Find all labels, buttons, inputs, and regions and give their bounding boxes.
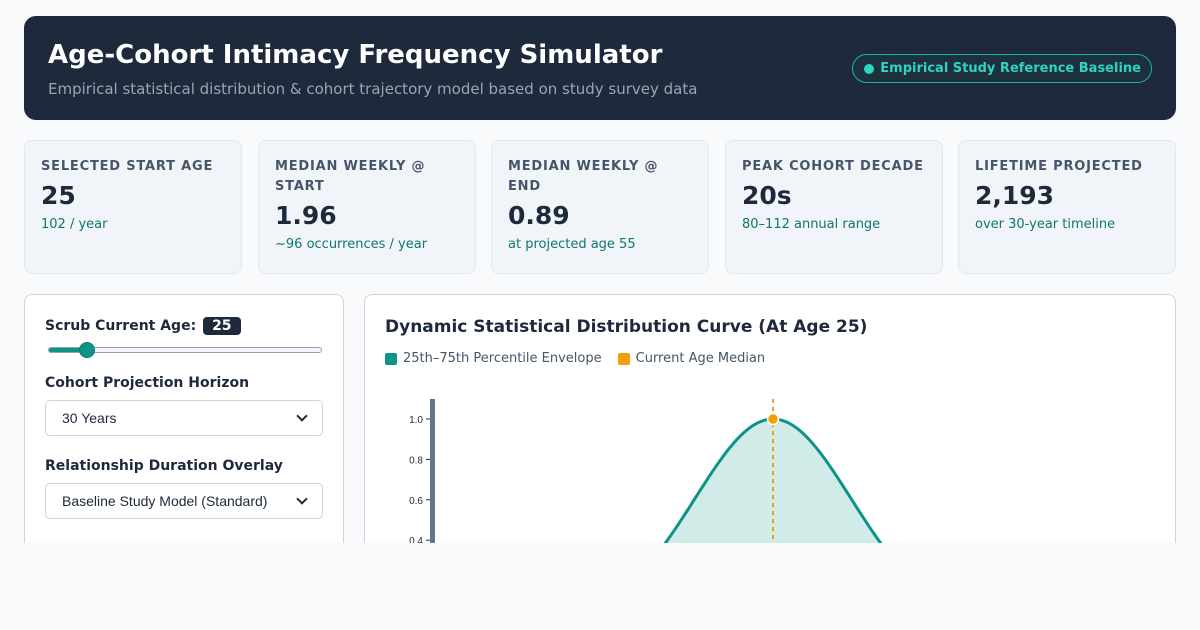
overlay-select[interactable]: Baseline Study Model (Standard) [45, 483, 323, 519]
legend-item-envelope: 25th–75th Percentile Envelope [385, 351, 602, 366]
stat-card-sub: at projected age 55 [508, 237, 636, 252]
y-tick-label: 0.6 [409, 496, 423, 507]
stat-card-start-age: Selected Start Age 25 102 / year [24, 140, 242, 274]
age-scrubber-label-text: Scrub Current Age: [45, 318, 197, 334]
stat-card-value: 2,193 [975, 181, 1055, 210]
age-slider-fill [49, 348, 88, 352]
stat-card-label: Median Weekly @ Start [275, 159, 426, 194]
stat-card-median-start: Median Weekly @ Start 1.96 ~96 occurrenc… [258, 140, 476, 274]
overlay-select-value: Baseline Study Model (Standard) [62, 493, 268, 509]
page-subtitle: Empirical statistical distribution & coh… [48, 80, 698, 98]
y-axis [430, 399, 435, 555]
stat-card-label: Lifetime Projected [975, 159, 1143, 174]
y-tick-label: 1.0 [409, 415, 423, 426]
legend-label: Current Age Median [635, 351, 766, 366]
page-title: Age-Cohort Intimacy Frequency Simulator [48, 40, 663, 70]
controls-panel: Scrub Current Age: 25 Cohort Projection … [24, 294, 344, 554]
current-age-median-point [766, 412, 780, 426]
percentile-envelope-area [656, 419, 890, 555]
overlay-label: Relationship Duration Overlay [45, 458, 283, 474]
legend-label: 25th–75th Percentile Envelope [403, 351, 602, 366]
chevron-down-icon [296, 410, 308, 422]
status-badge: Empirical Study Reference Baseline [852, 54, 1152, 83]
horizon-select-value: 30 Years [62, 410, 117, 426]
stat-card-sub: 80–112 annual range [742, 217, 881, 232]
legend-item-median: Current Age Median [617, 351, 766, 366]
stat-card-sub: ~96 occurrences / year [275, 237, 428, 252]
horizon-label: Cohort Projection Horizon [45, 375, 250, 391]
stat-card-value: 0.89 [508, 201, 570, 230]
app-header: Age-Cohort Intimacy Frequency Simulator … [24, 16, 1176, 120]
stat-card-sub: 102 / year [41, 217, 108, 232]
age-slider-thumb[interactable] [79, 342, 96, 358]
horizon-select[interactable]: 30 Years [45, 400, 323, 436]
age-slider[interactable] [48, 342, 322, 358]
stat-card-value: 25 [41, 181, 76, 210]
legend-swatch [617, 352, 630, 365]
age-value-chip: 25 [203, 317, 241, 335]
stat-card-median-end: Median Weekly @ End 0.89 at projected ag… [491, 140, 709, 274]
chart-legend: 25th–75th Percentile Envelope Current Ag… [385, 351, 765, 366]
stat-card-peak-decade: Peak Cohort Decade 20s 80–112 annual ran… [725, 140, 943, 274]
stat-cards: Selected Start Age 25 102 / year Median … [24, 140, 1176, 274]
legend-swatch [385, 352, 397, 365]
status-badge-label: Empirical Study Reference Baseline [880, 61, 1141, 76]
stat-card-label: Selected Start Age [41, 159, 214, 174]
chart-panel: Dynamic Statistical Distribution Curve (… [364, 294, 1176, 555]
stat-card-lifetime: Lifetime Projected 2,193 over 30-year ti… [958, 140, 1176, 274]
chevron-down-icon [296, 493, 308, 505]
stat-card-value: 20s [742, 181, 792, 210]
stat-card-value: 1.96 [275, 201, 337, 230]
y-tick-label: 0.8 [409, 455, 423, 466]
stat-card-sub: over 30-year timeline [975, 217, 1116, 232]
age-scrubber-label: Scrub Current Age: 25 [45, 317, 241, 335]
stat-card-label: Median Weekly @ End [508, 159, 659, 194]
chart-title: Dynamic Statistical Distribution Curve (… [385, 317, 868, 337]
distribution-chart: 1.0 0.8 0.6 0.4 [409, 399, 892, 555]
y-tick-label: 0.4 [409, 536, 423, 547]
status-dot-icon [864, 63, 875, 74]
page-fold [0, 543, 1200, 630]
stat-card-label: Peak Cohort Decade [742, 159, 924, 174]
